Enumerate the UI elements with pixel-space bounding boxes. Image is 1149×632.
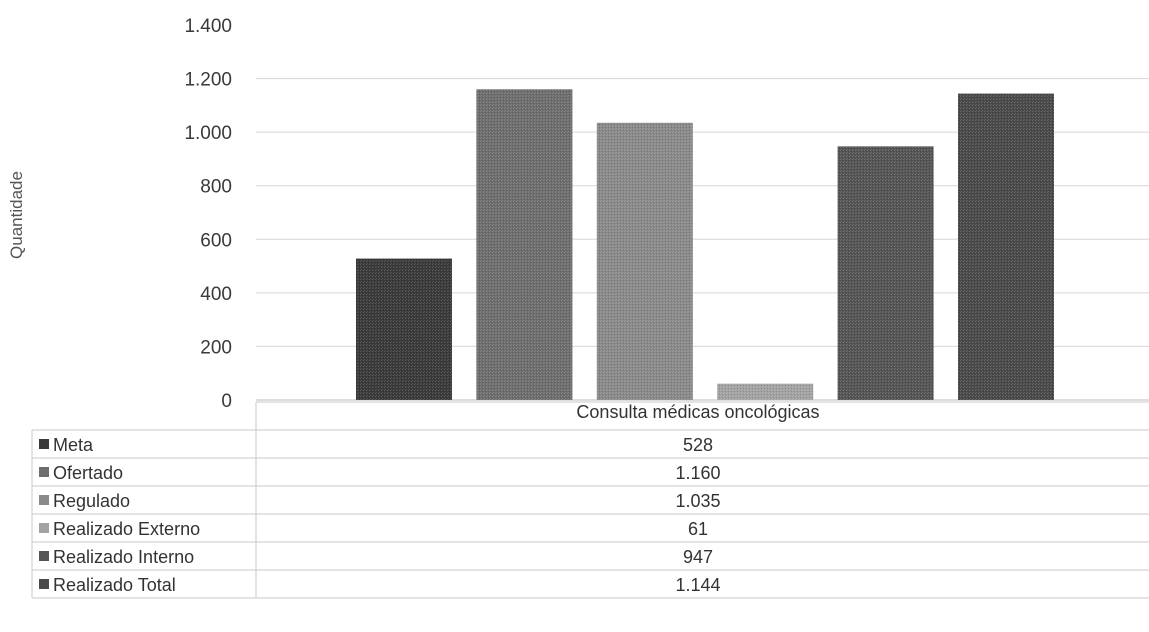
table-row: Realizado Interno 947 xyxy=(39,547,713,567)
legend-key xyxy=(39,523,49,533)
table-row: Meta 528 xyxy=(39,435,713,455)
legend-label: Regulado xyxy=(53,491,130,511)
y-tick-label: 1.000 xyxy=(184,123,232,144)
data-label: 947 xyxy=(683,547,713,567)
legend-label: Realizado Interno xyxy=(53,547,194,567)
legend-key xyxy=(39,495,49,505)
legend-key xyxy=(39,467,49,477)
data-label: 1.144 xyxy=(675,575,720,595)
bar-texture xyxy=(476,89,573,401)
bar-texture xyxy=(596,122,693,401)
data-label: 61 xyxy=(688,519,708,539)
y-axis-label: Quantidade xyxy=(7,171,26,259)
table-row: Regulado 1.035 xyxy=(39,491,721,511)
legend-key xyxy=(39,551,49,561)
y-tick-label: 0 xyxy=(221,391,232,412)
y-tick-labels: 0 200 400 600 800 1.000 1.200 1.400 xyxy=(184,16,232,412)
y-tick-label: 600 xyxy=(200,230,232,251)
data-label: 1.035 xyxy=(675,491,720,511)
legend-key xyxy=(39,439,49,449)
y-tick-label: 800 xyxy=(200,177,232,198)
legend-label: Realizado Total xyxy=(53,575,176,595)
legend-label: Ofertado xyxy=(53,463,123,483)
data-label: 1.160 xyxy=(675,463,720,483)
legend-key xyxy=(39,579,49,589)
bar-texture xyxy=(837,146,934,400)
category-label: Consulta médicas oncológicas xyxy=(576,402,819,422)
y-tick-label: 400 xyxy=(200,284,232,305)
y-tick-label: 1.200 xyxy=(184,70,232,91)
y-tick-label: 1.400 xyxy=(184,16,232,37)
data-label: 528 xyxy=(683,435,713,455)
table-row: Ofertado 1.160 xyxy=(39,463,721,483)
bar-texture xyxy=(958,93,1054,401)
legend-label: Realizado Externo xyxy=(53,519,200,539)
y-tick-label: 200 xyxy=(200,337,232,358)
legend-label: Meta xyxy=(53,435,94,455)
bars xyxy=(356,89,1054,401)
table-row: Realizado Externo 61 xyxy=(39,519,708,539)
bar-texture xyxy=(356,258,452,400)
bar-texture xyxy=(717,383,814,400)
table-row: Realizado Total 1.144 xyxy=(39,575,721,595)
data-table: Consulta médicas oncológicas Meta 528 Ofer… xyxy=(31,401,1149,599)
